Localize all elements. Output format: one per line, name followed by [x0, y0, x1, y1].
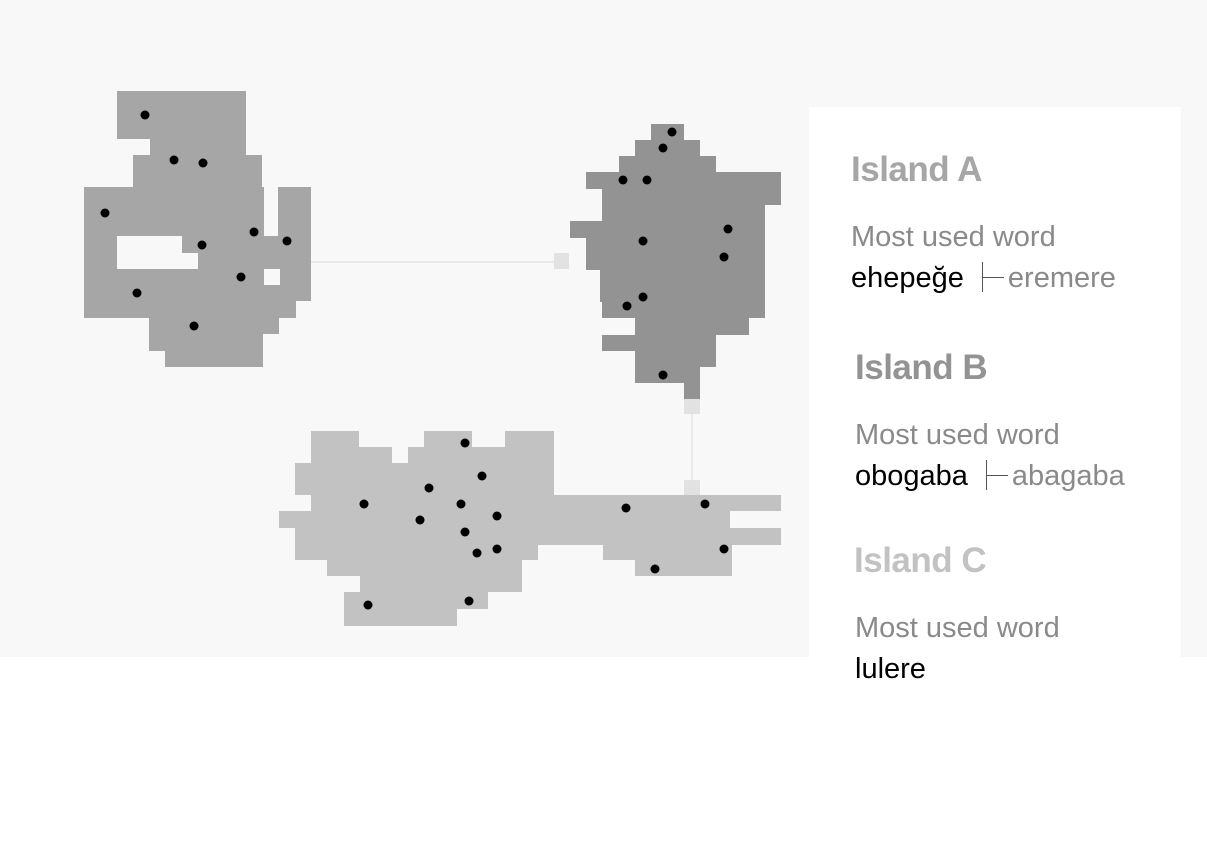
- bridge-b-c: [684, 398, 700, 496]
- settlement-dot: [282, 236, 292, 246]
- island-b-word: obogaba: [855, 460, 968, 492]
- settlement-dot: [236, 272, 246, 282]
- settlement-dot: [464, 596, 474, 606]
- settlement-dot: [249, 227, 259, 237]
- settlement-dot: [719, 544, 729, 554]
- settlement-dot: [658, 143, 668, 153]
- island-b-words: obogaba abagaba: [855, 460, 1125, 493]
- settlement-dot: [359, 499, 369, 509]
- settlement-dots: [100, 110, 733, 610]
- settlement-dot: [719, 252, 729, 262]
- settlement-dot: [477, 471, 487, 481]
- separator-icon: [981, 262, 1004, 292]
- settlement-dot: [415, 515, 425, 525]
- island-b-title: Island B: [855, 348, 988, 387]
- settlement-dot: [618, 175, 628, 185]
- settlement-dot: [492, 544, 502, 554]
- island-a-shape: [84, 91, 311, 367]
- island-a-title: Island A: [851, 150, 982, 189]
- settlement-dot: [700, 499, 710, 509]
- settlement-dot: [650, 564, 660, 574]
- coastline-notch: [730, 511, 781, 528]
- settlement-dot: [472, 548, 482, 558]
- settlement-dot: [197, 240, 207, 250]
- settlement-dot: [638, 292, 648, 302]
- island-b-shape: [570, 124, 781, 399]
- settlement-dot: [622, 301, 632, 311]
- settlement-dot: [460, 527, 470, 537]
- settlement-dot: [132, 288, 142, 298]
- settlement-dot: [198, 158, 208, 168]
- settlement-dot: [723, 224, 733, 234]
- island-b-alt-word: abagaba: [1011, 460, 1125, 492]
- island-c-words: lulere: [855, 653, 926, 686]
- island-c-label: Most used word: [855, 612, 1060, 644]
- island-map: [84, 91, 781, 626]
- settlement-dot: [460, 438, 470, 448]
- settlement-dot: [456, 499, 466, 509]
- island-c-word: lulere: [855, 653, 926, 685]
- island-c-title: Island C: [854, 541, 987, 580]
- settlement-dot: [100, 208, 110, 218]
- settlement-dot: [189, 321, 199, 331]
- settlement-dot: [169, 155, 179, 165]
- island-a-words: ehepeğe eremere: [851, 262, 1116, 295]
- settlement-dot: [140, 110, 150, 120]
- settlement-dot: [492, 511, 502, 521]
- island-c-shape: [279, 431, 781, 626]
- bridge-a-b: [296, 253, 569, 269]
- settlement-dot: [424, 483, 434, 493]
- settlement-dot: [363, 600, 373, 610]
- settlement-dot: [621, 503, 631, 513]
- separator-icon: [985, 460, 1008, 490]
- island-b-label: Most used word: [855, 419, 1060, 451]
- island-a-word: ehepeğe: [851, 262, 964, 294]
- settlement-dot: [667, 127, 677, 137]
- settlement-dot: [658, 370, 668, 380]
- island-a-alt-word: eremere: [1007, 262, 1116, 294]
- island-a-label: Most used word: [851, 221, 1056, 253]
- legend-panel: [809, 107, 1181, 657]
- settlement-dot: [638, 236, 648, 246]
- settlement-dot: [642, 175, 652, 185]
